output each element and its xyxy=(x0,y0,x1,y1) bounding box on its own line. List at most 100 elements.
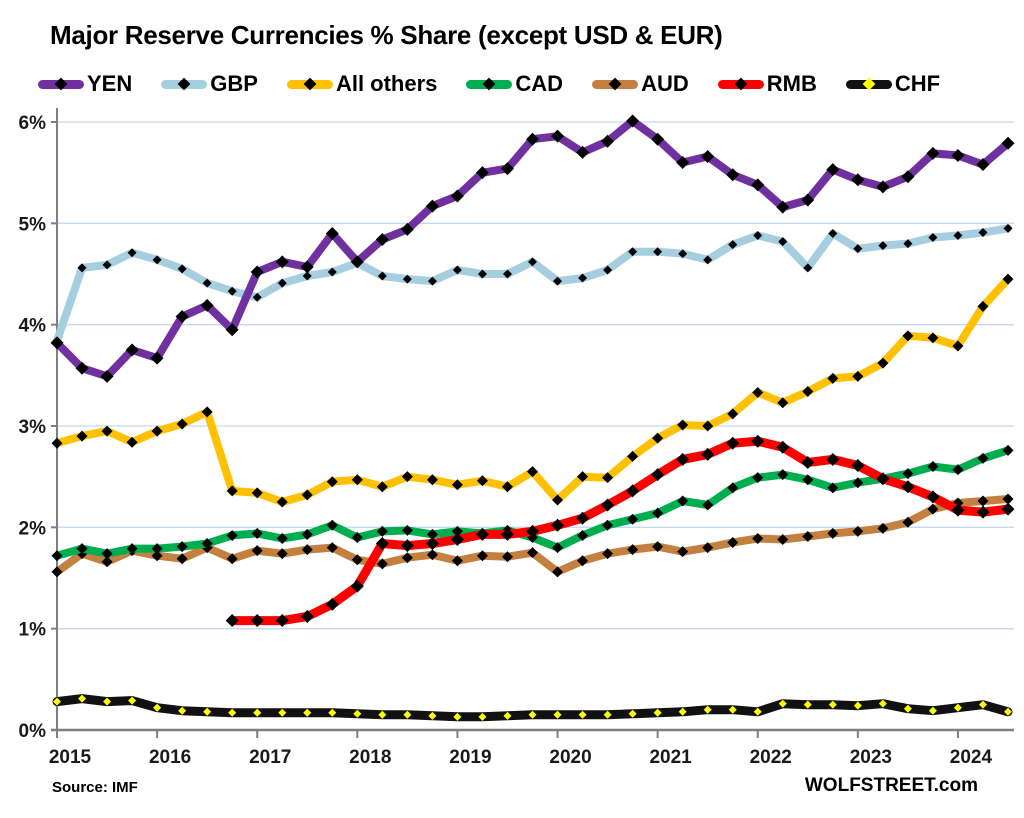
data-point-marker-all-others xyxy=(652,432,664,444)
data-point-marker-all-others xyxy=(426,474,438,486)
data-point-marker-yen xyxy=(350,255,364,269)
data-point-marker-rmb xyxy=(400,539,414,553)
data-point-marker-gbp xyxy=(327,267,337,277)
data-point-marker-rmb xyxy=(551,518,565,532)
data-point-marker-aud xyxy=(426,549,438,561)
x-tick-label: 2024 xyxy=(950,747,993,768)
legend-line-swatch-rmb xyxy=(717,77,764,91)
data-point-marker-rmb xyxy=(701,447,715,461)
data-point-marker-all-others xyxy=(126,436,138,448)
data-point-marker-all-others xyxy=(927,332,939,344)
data-point-marker-aud xyxy=(376,558,388,570)
legend-label: RMB xyxy=(766,71,817,96)
data-point-marker-yen xyxy=(375,233,389,247)
series-chf xyxy=(52,694,1013,722)
series-aud xyxy=(51,493,1014,578)
data-point-marker-all-others xyxy=(501,481,513,493)
data-point-marker-aud xyxy=(251,545,263,557)
data-point-marker-all-others xyxy=(301,489,313,501)
data-point-marker-aud xyxy=(602,548,614,560)
data-point-marker-aud xyxy=(51,566,63,578)
data-point-marker-cad xyxy=(51,550,63,562)
data-point-marker-all-others xyxy=(51,437,63,449)
data-point-marker-gbp xyxy=(628,247,638,257)
data-point-marker-yen xyxy=(601,134,615,148)
data-point-marker-yen xyxy=(325,226,339,240)
data-point-marker-all-others xyxy=(401,471,413,483)
axes xyxy=(51,108,1014,732)
data-point-marker-chf xyxy=(328,708,337,717)
data-point-marker-all-others xyxy=(552,494,564,506)
data-point-marker-yen xyxy=(826,163,840,177)
data-point-marker-gbp xyxy=(803,263,813,273)
data-point-marker-gbp xyxy=(102,260,112,270)
data-point-marker-rmb xyxy=(450,532,464,546)
data-point-marker-all-others xyxy=(752,387,764,399)
data-point-marker-rmb xyxy=(976,505,990,519)
data-point-marker-cad xyxy=(827,482,839,494)
data-point-marker-yen xyxy=(551,129,565,143)
data-point-marker-chf xyxy=(103,697,112,706)
x-tick-label: 2018 xyxy=(349,747,391,768)
data-point-marker-cad xyxy=(401,524,413,536)
chart-title: Major Reserve Currencies % Share (except… xyxy=(50,20,723,50)
source-note: Source: IMF xyxy=(52,779,138,796)
legend-line-swatch-chf xyxy=(845,77,892,91)
data-point-marker-chf xyxy=(853,701,862,710)
data-point-marker-aud xyxy=(552,566,564,578)
data-point-marker-all-others xyxy=(101,425,113,437)
data-point-marker-rmb xyxy=(375,537,389,551)
data-point-marker-rmb xyxy=(275,614,289,628)
series-rmb xyxy=(225,434,1015,628)
data-point-marker-rmb xyxy=(626,484,640,498)
x-tick-label: 2019 xyxy=(449,747,491,768)
data-point-marker-chf xyxy=(753,707,762,716)
data-point-marker-cad xyxy=(226,529,238,541)
series-gbp xyxy=(52,223,1013,346)
data-point-marker-all-others xyxy=(76,430,88,442)
data-point-marker-aud xyxy=(301,544,313,556)
data-point-marker-all-others xyxy=(1002,273,1014,285)
legend-line-swatch-all-others xyxy=(286,77,333,91)
data-point-marker-chf xyxy=(953,703,962,712)
data-point-marker-chf xyxy=(353,709,362,718)
data-point-marker-gbp xyxy=(678,249,688,259)
data-point-marker-yen xyxy=(50,336,64,350)
data-point-marker-gbp xyxy=(953,230,963,240)
data-point-marker-rmb xyxy=(726,436,740,450)
data-point-marker-aud xyxy=(627,544,639,556)
data-point-marker-all-others xyxy=(702,420,714,432)
data-point-marker-all-others xyxy=(977,300,989,312)
data-point-marker-aud xyxy=(151,550,163,562)
data-point-marker-yen xyxy=(901,170,915,184)
data-point-marker-all-others xyxy=(577,471,589,483)
data-point-marker-aud xyxy=(702,542,714,554)
data-point-marker-rmb xyxy=(826,452,840,466)
data-point-marker-yen xyxy=(150,351,164,365)
data-point-marker-all-others xyxy=(727,408,739,420)
data-point-marker-gbp xyxy=(152,255,162,265)
x-tick-label: 2017 xyxy=(249,747,291,768)
x-tick-label: 2021 xyxy=(649,747,692,768)
data-point-marker-aud xyxy=(326,542,338,554)
data-point-marker-yen xyxy=(926,146,940,160)
data-point-marker-gbp xyxy=(903,239,913,249)
data-point-marker-aud xyxy=(727,537,739,549)
data-point-marker-all-others xyxy=(451,479,463,491)
series-yen xyxy=(50,114,1015,383)
data-point-marker-rmb xyxy=(1001,502,1015,516)
data-point-marker-gbp xyxy=(202,278,212,288)
data-point-marker-chf xyxy=(428,711,437,720)
data-point-marker-aud xyxy=(401,552,413,564)
data-point-marker-yen xyxy=(976,158,990,172)
data-point-marker-chf xyxy=(278,708,287,717)
data-point-marker-rmb xyxy=(350,579,364,593)
chart-legend: YEN GBP All others CAD AUD RMB CHF xyxy=(38,70,940,98)
data-point-marker-gbp xyxy=(177,264,187,274)
data-point-marker-cad xyxy=(952,464,964,476)
data-point-marker-gbp xyxy=(377,271,387,281)
data-point-marker-rmb xyxy=(576,511,590,525)
gridlines xyxy=(57,121,1014,630)
data-point-marker-rmb xyxy=(425,537,439,551)
